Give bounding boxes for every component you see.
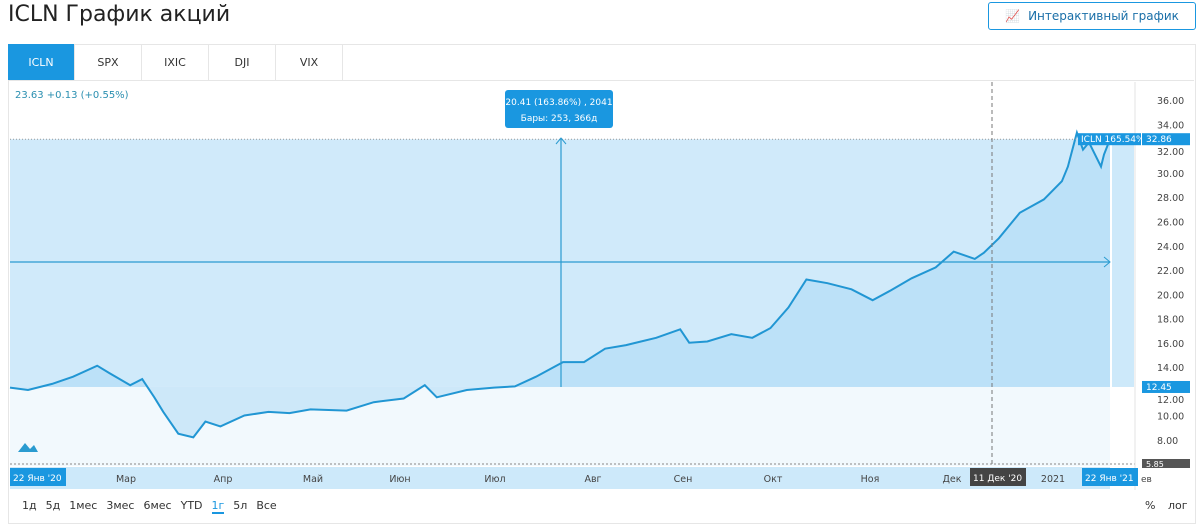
- y-tick-label: 34.00: [1157, 120, 1184, 131]
- tooltip-line2: Бары: 253, 366д: [521, 114, 598, 124]
- chart-icon: 📈: [1005, 9, 1021, 23]
- y-tick-label: 26.00: [1157, 217, 1184, 228]
- range-3m[interactable]: 3мес: [106, 499, 135, 512]
- cursor-date: 11 Дек '20: [973, 474, 1022, 484]
- tooltip-box: [505, 90, 613, 128]
- start-date: 22 Янв '20: [13, 474, 62, 484]
- percent-toggle[interactable]: %: [1145, 499, 1156, 512]
- y-tick-label: 22.00: [1157, 266, 1184, 277]
- x-tick-label: Апр: [214, 474, 233, 485]
- page-title: ICLN График акций: [8, 2, 231, 27]
- x-tick-label: Ноя: [861, 474, 880, 485]
- y-tick-label: 14.00: [1157, 363, 1184, 374]
- y-tick-label: 18.00: [1157, 315, 1184, 326]
- x-tick-label: Окт: [764, 474, 783, 485]
- tab-vix[interactable]: VIX: [276, 44, 343, 80]
- last-label: ICLN 165.54%: [1081, 135, 1145, 145]
- end-date-box: [1082, 468, 1138, 486]
- arrow-right-icon: [1103, 256, 1111, 268]
- interactive-chart-button[interactable]: 📈 Интерактивный график: [988, 2, 1196, 30]
- bottom-value: 5.85: [1146, 460, 1164, 469]
- last-value-box: [1142, 133, 1190, 146]
- x-tick-label: 2021: [1041, 474, 1065, 485]
- x-tick-label: Июл: [484, 474, 505, 485]
- range-1m[interactable]: 1мес: [69, 499, 98, 512]
- end-date: 22 Янв '21: [1085, 474, 1134, 484]
- tooltip-line1: 20.41 (163.86%) , 2041: [505, 98, 612, 108]
- last-value: 32.86: [1146, 135, 1172, 145]
- range-1d[interactable]: 1д: [22, 499, 37, 512]
- arrow-up-icon: [555, 137, 567, 145]
- symbol-tabs: ICLN SPX IXIC DJI VIX: [8, 44, 1194, 81]
- time-axis-highlight: [10, 467, 1110, 489]
- tab-ixic[interactable]: IXIC: [142, 44, 209, 80]
- y-tick-label: 28.00: [1157, 193, 1184, 204]
- range-1y[interactable]: 1г: [211, 499, 225, 514]
- tradingview-logo-icon: [18, 443, 38, 452]
- range-6m[interactable]: 6мес: [143, 499, 172, 512]
- axis-highlight: [1112, 139, 1134, 387]
- price-line: [9, 129, 1111, 439]
- y-tick-label: 10.00: [1157, 412, 1184, 423]
- x-tick-label: Авг: [584, 474, 601, 485]
- tab-spx[interactable]: SPX: [75, 44, 142, 80]
- y-tick-label: 8.00: [1157, 436, 1178, 447]
- range-ytd[interactable]: YTD: [180, 499, 203, 512]
- x-tick-label: Май: [303, 474, 323, 485]
- interactive-chart-label: Интерактивный график: [1028, 9, 1179, 23]
- log-toggle[interactable]: лог: [1168, 499, 1188, 512]
- x-tick-label: Сен: [674, 474, 693, 485]
- range-5d[interactable]: 5д: [45, 499, 61, 512]
- range-5y[interactable]: 5л: [233, 499, 248, 512]
- cut-label: ев: [1141, 475, 1152, 485]
- last-label-box: [1078, 133, 1141, 146]
- y-tick-label: 16.00: [1157, 339, 1184, 350]
- chart-frame: [8, 44, 1196, 524]
- y-tick-label: 32.00: [1157, 147, 1184, 158]
- x-tick-label: Дек: [942, 474, 961, 485]
- start-date-box: [10, 468, 66, 486]
- y-tick-label: 24.00: [1157, 242, 1184, 253]
- y-tick-label: 36.00: [1157, 96, 1184, 107]
- tab-dji[interactable]: DJI: [209, 44, 276, 80]
- x-tick-label: Мар: [116, 474, 136, 485]
- y-tick-label: 12.00: [1157, 395, 1184, 406]
- start-value-box: [1142, 380, 1190, 393]
- quote-text: 23.63 +0.13 (+0.55%): [15, 90, 129, 101]
- y-tick-label: 30.00: [1157, 169, 1184, 180]
- range-all[interactable]: Все: [256, 499, 277, 512]
- cursor-date-box: [970, 468, 1026, 486]
- area-fill: [10, 132, 1110, 438]
- tab-icln[interactable]: ICLN: [8, 44, 75, 80]
- y-tick-label: 20.00: [1157, 290, 1184, 301]
- x-tick-label: Июн: [389, 474, 410, 485]
- start-value: 12.45: [1146, 383, 1172, 393]
- range-selector: 1д 5д 1мес 3мес 6мес YTD 1г 5л Все: [22, 499, 277, 514]
- bottom-value-box: [1142, 459, 1190, 468]
